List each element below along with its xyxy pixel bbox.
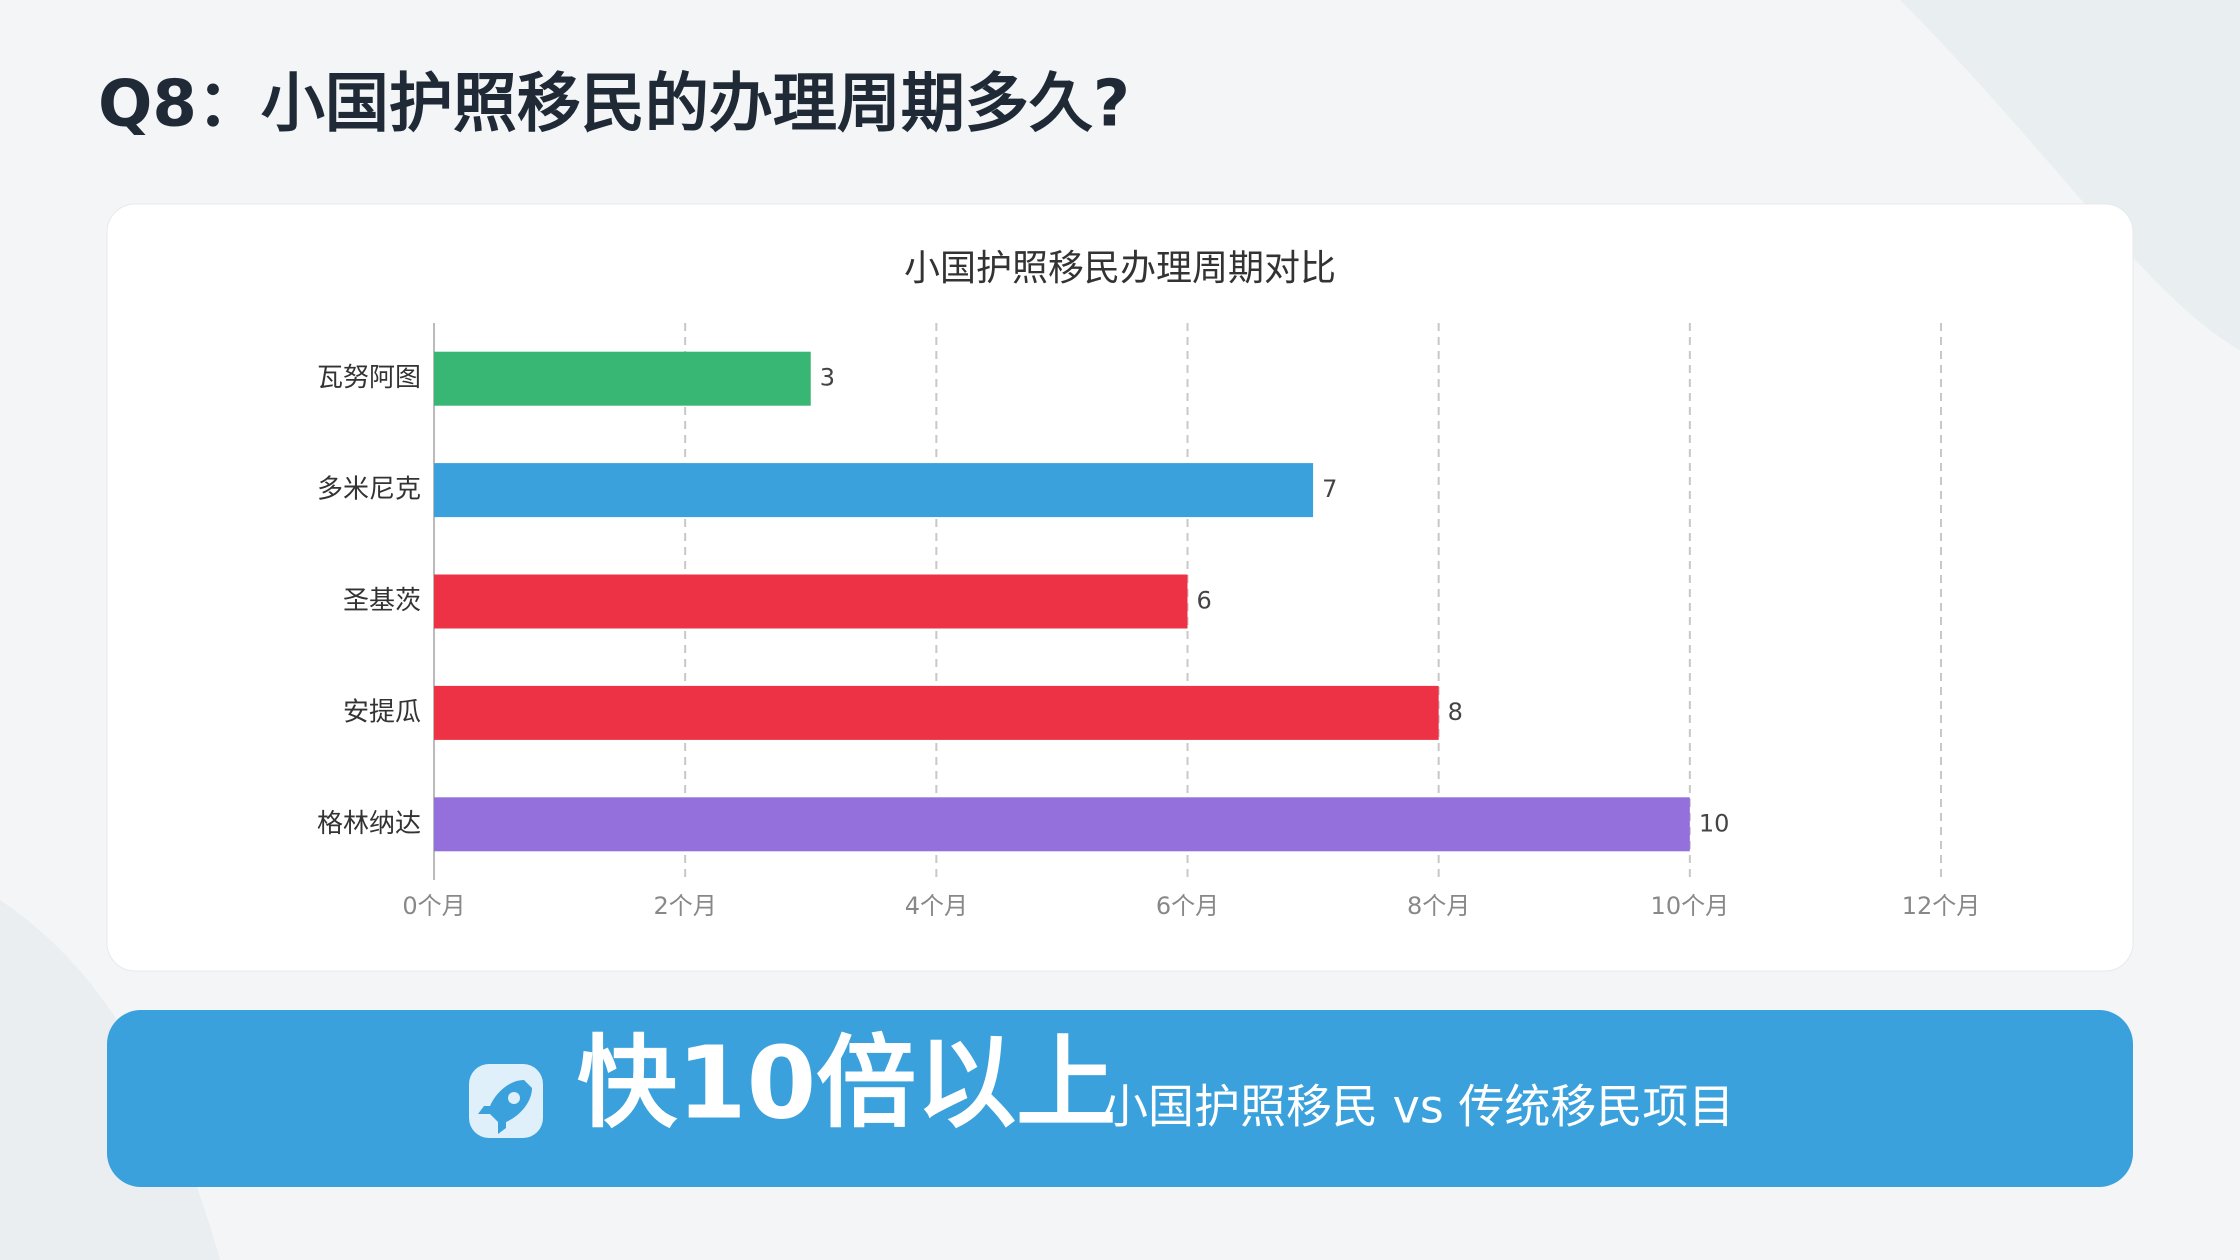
bar [434,685,1439,740]
rocket-window [508,1092,520,1104]
x-tick-label: 12个月 [1902,892,1981,920]
decor-leaf [1900,0,2240,350]
y-tick-label: 格林纳达 [317,809,421,839]
bar [434,797,1690,852]
value-label: 3 [820,364,835,392]
x-tick-label: 0个月 [402,892,465,920]
x-tick-label: 2个月 [654,892,717,920]
x-tick-label: 4个月 [905,892,968,920]
value-label: 7 [1322,475,1337,503]
value-label: 10 [1699,809,1730,837]
value-label: 6 [1197,587,1212,615]
bar [434,463,1314,518]
y-tick-label: 安提瓜 [343,697,421,727]
banner-subtext: 小国护照移民 vs 传统移民项目 [1102,1080,1734,1134]
chart-title: 小国护照移民办理周期对比 [904,248,1336,289]
banner [107,1010,2133,1187]
y-tick-label: 圣基茨 [343,586,421,616]
banner-headline: 快10倍以上 [577,1024,1116,1141]
value-label: 8 [1448,698,1463,726]
bar [434,574,1188,629]
x-tick-label: 6个月 [1156,892,1219,920]
y-tick-label: 多米尼克 [317,475,421,505]
x-tick-label: 8个月 [1407,892,1470,920]
plot: 0个月 2个月 4个月 6个月 8个月 10个月 12个月 瓦努阿图 3 多米尼克 7 圣基茨 6 安提瓜… [317,323,1980,920]
x-tick-label: 10个月 [1651,892,1730,920]
page-title: Q8：小国护照移民的办理周期多久? [98,68,1130,142]
bar [434,351,811,406]
rocket-glyph [478,1080,532,1134]
y-tick-label: 瓦努阿图 [317,363,421,393]
